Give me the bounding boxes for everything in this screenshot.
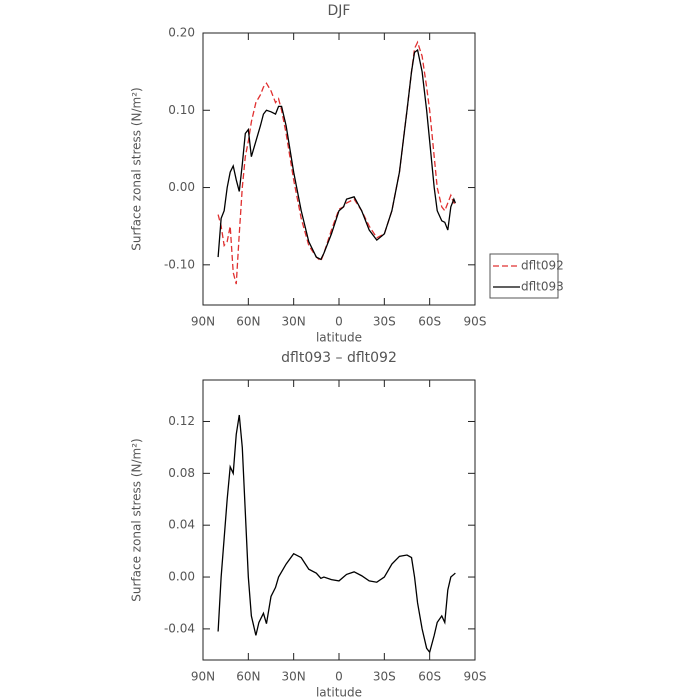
y-tick-label: 0.12 [168, 414, 195, 428]
x-tick-label: 0 [335, 315, 343, 329]
chart-title: DJF [328, 3, 351, 19]
legend-label: dflt092 [521, 259, 564, 273]
y-tick-label: -0.10 [164, 257, 195, 271]
data-line [217, 40, 456, 285]
x-tick-label: 30S [373, 670, 396, 684]
y-tick-label: 0.04 [168, 518, 195, 532]
legend-label: dflt093 [521, 280, 564, 294]
y-axis-label: Surface zonal stress (N/m²) [130, 87, 144, 251]
y-tick-label: 0.00 [168, 180, 195, 194]
panel: DJF latitude Surface zonal stress (N/m²) 90… [130, 3, 564, 345]
data-line [217, 48, 456, 261]
panel: dflt093 – dflt092 latitude Surface zonal s… [130, 350, 487, 700]
y-tick-label: 0.20 [168, 26, 195, 40]
y-tick-label: 0.00 [168, 570, 195, 584]
x-tick-label: 30N [282, 315, 306, 329]
legend-box [489, 253, 559, 299]
axis-box [202, 32, 476, 306]
x-tick-label: 60S [418, 315, 441, 329]
y-axis-label: Surface zonal stress (N/m²) [130, 438, 144, 602]
chart-title: dflt093 – dflt092 [281, 350, 397, 366]
x-tick-label: 0 [335, 670, 343, 684]
x-tick-label: 90N [191, 670, 215, 684]
x-tick-label: 60S [418, 670, 441, 684]
x-tick-label: 30N [282, 670, 306, 684]
x-tick-label: 90S [464, 315, 487, 329]
x-tick-label: 90N [191, 315, 215, 329]
x-tick-label: 90S [464, 670, 487, 684]
x-tick-label: 60N [236, 670, 260, 684]
y-tick-label: 0.10 [168, 103, 195, 117]
y-tick-label: -0.04 [164, 621, 195, 635]
x-tick-label: 30S [373, 315, 396, 329]
data-line [217, 414, 456, 654]
axis-box [202, 379, 476, 661]
x-axis-label: latitude [316, 331, 362, 345]
x-axis-label: latitude [316, 686, 362, 700]
x-tick-label: 60N [236, 315, 260, 329]
y-tick-label: 0.08 [168, 466, 195, 480]
